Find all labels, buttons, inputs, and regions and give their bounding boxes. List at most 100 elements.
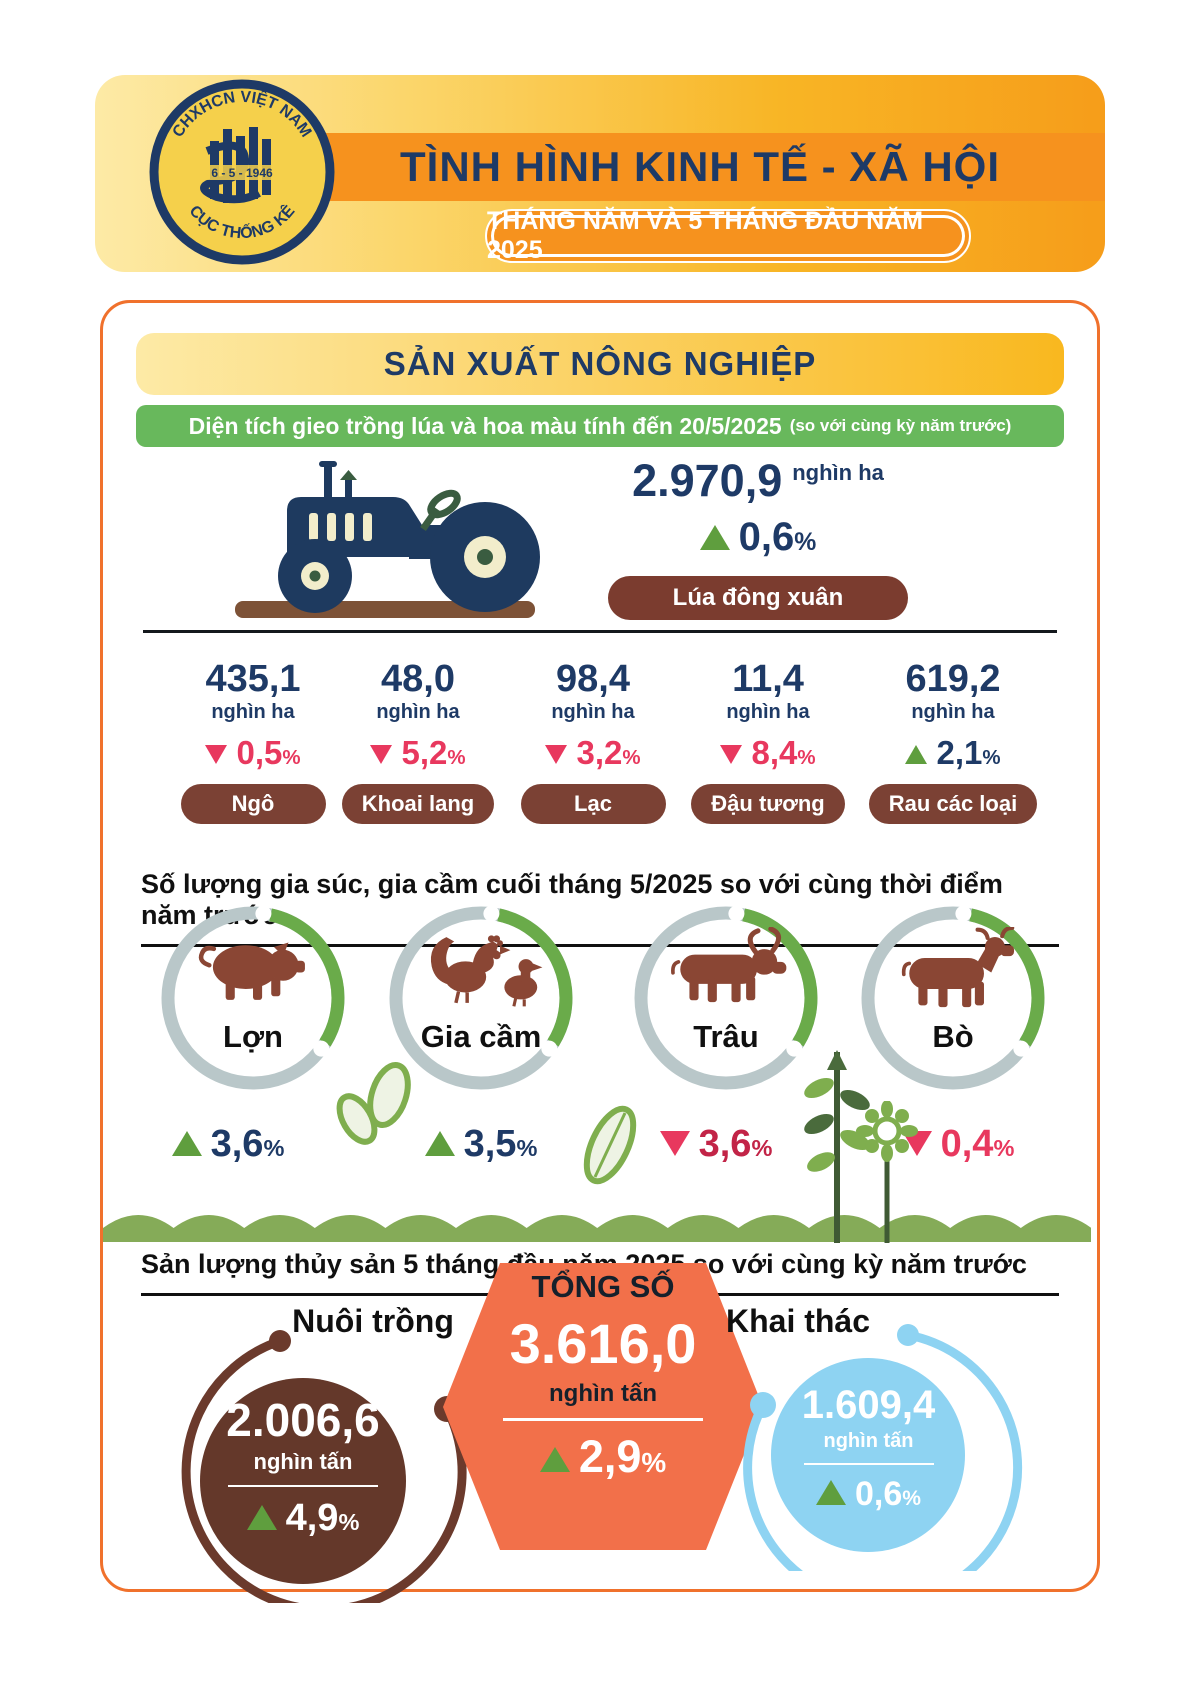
rice-change-value: 0,6 xyxy=(738,515,795,559)
section-title-bar: SẢN XUẤT NÔNG NGHIỆP xyxy=(136,333,1064,395)
down-triangle-icon xyxy=(720,745,743,764)
crop-unit: nghìn ha xyxy=(551,701,635,723)
pig-icon xyxy=(198,942,305,1000)
wave-band xyxy=(103,1215,1091,1242)
total-unit: nghìn tấn xyxy=(549,1380,657,1407)
logo-s-curve-icon xyxy=(200,141,261,204)
crop-column-dau-tuong: 11,4 nghìn ha 8,4% Đậu tương xyxy=(673,658,863,824)
divider xyxy=(503,1418,703,1421)
change-value: 0,4 xyxy=(940,1123,994,1165)
change-value: 3,6 xyxy=(698,1123,752,1165)
rice-value: 2.970,9 xyxy=(632,455,783,506)
livestock-heading: Số lượng gia súc, gia cầm cuối tháng 5/2… xyxy=(141,869,1059,947)
planting-banner-text: Diện tích gieo trồng lúa và hoa màu tính… xyxy=(188,412,782,439)
divider xyxy=(228,1485,378,1487)
livestock-cell-buffalo: Trâu xyxy=(631,903,821,1093)
rice-value-row: 2.970,9 nghìn ha xyxy=(543,455,973,507)
rice-label-badge: Lúa đông xuân xyxy=(608,576,908,620)
rice-change: 0,6% xyxy=(543,515,973,560)
crop-value: 48,0 xyxy=(381,658,455,700)
flower-icon xyxy=(856,1101,918,1243)
crop-column-ngo: 435,1 nghìn ha 0,5% Ngô xyxy=(158,658,348,824)
crop-change: 5,2 xyxy=(401,734,448,771)
aquaculture-circle xyxy=(181,1330,467,1603)
livestock-change-poultry: 3,5% xyxy=(386,1123,576,1166)
header-banner: TÌNH HÌNH KINH TẾ - XÃ HỘI xyxy=(295,133,1105,201)
percent-sign: % xyxy=(982,746,1001,769)
gso-logo-icon: CHXHCN VIỆT NAM CỤC THỐNG KÊ 6 - 5 - 194… xyxy=(149,79,335,265)
rice-stats: 2.970,9 nghìn ha 0,6% Lúa đông xuân xyxy=(543,455,973,620)
crop-unit: nghìn ha xyxy=(726,701,810,723)
aquaculture-stats: 2.006,6 nghìn tấn 4,9% xyxy=(198,1393,408,1540)
crop-badge: Lạc xyxy=(520,784,666,824)
capture-unit: nghìn tấn xyxy=(823,1430,914,1452)
aquaculture-label: Nuôi trồng xyxy=(292,1303,454,1339)
livestock-change-pig: 3,6% xyxy=(133,1123,323,1166)
livestock-label: Bò xyxy=(932,1019,974,1054)
total-stats: TỔNG SỐ 3.616,0 nghìn tấn 2,9% xyxy=(448,1269,758,1483)
period-pill: THÁNG NĂM VÀ 5 THÁNG ĐẦU NĂM 2025 xyxy=(485,207,971,264)
down-triangle-icon xyxy=(370,745,393,764)
crop-badge: Khoai lang xyxy=(341,784,495,824)
page-title: TÌNH HÌNH KINH TẾ - XÃ HỘI xyxy=(400,143,1000,190)
percent-sign: % xyxy=(641,1447,667,1478)
percent-sign: % xyxy=(282,746,301,769)
progress-ring-icon xyxy=(389,905,573,1090)
crop-badge: Ngô xyxy=(180,784,326,824)
up-triangle-icon xyxy=(539,1447,570,1472)
percent-sign: % xyxy=(338,1509,360,1535)
down-triangle-icon xyxy=(205,745,228,764)
crop-change: 0,5 xyxy=(236,734,283,771)
down-triangle-icon xyxy=(545,745,568,764)
divider xyxy=(803,1463,934,1465)
aquaculture-change: 4,9% xyxy=(198,1497,408,1540)
crop-badge: Rau các loại xyxy=(868,784,1038,824)
leaf-icon xyxy=(583,1105,637,1185)
progress-ring-icon xyxy=(634,905,818,1090)
capture-value: 1.609,4 xyxy=(801,1383,936,1427)
total-label: TỔNG SỐ xyxy=(531,1269,675,1304)
up-triangle-icon xyxy=(171,1131,202,1156)
total-hexagon xyxy=(443,1263,763,1550)
crop-unit: nghìn ha xyxy=(911,701,995,723)
progress-ring-icon xyxy=(861,905,1045,1090)
up-triangle-icon xyxy=(424,1131,455,1156)
livestock-cell-cow: Bò xyxy=(858,903,1048,1093)
crop-badge: Đậu tương xyxy=(691,784,845,824)
crop-value: 98,4 xyxy=(556,658,630,700)
capture-change: 0,6% xyxy=(786,1475,951,1514)
progress-ring-icon xyxy=(161,905,345,1090)
logo-year: 6 - 5 - 1946 xyxy=(211,166,273,180)
up-triangle-icon xyxy=(815,1480,846,1505)
percent-sign: % xyxy=(516,1135,538,1161)
aquaculture-value: 2.006,6 xyxy=(226,1394,380,1446)
crop-unit: nghìn ha xyxy=(211,701,295,723)
percent-sign: % xyxy=(751,1135,773,1161)
leaf-pair-icon xyxy=(336,1062,411,1145)
percent-sign: % xyxy=(902,1487,921,1510)
cow-icon xyxy=(901,927,1015,1008)
percent-sign: % xyxy=(993,1135,1015,1161)
percent-sign: % xyxy=(794,529,817,556)
change-value: 2,9 xyxy=(578,1431,642,1482)
percent-sign: % xyxy=(263,1135,285,1161)
livestock-label: Lợn xyxy=(223,1019,283,1054)
crop-change: 2,1 xyxy=(936,734,983,771)
poultry-icon xyxy=(430,935,543,1007)
percent-sign: % xyxy=(447,746,466,769)
crop-value: 619,2 xyxy=(905,658,1001,700)
aquaculture-unit: nghìn tấn xyxy=(253,1449,353,1474)
planting-banner-note: (so với cùng kỳ năm trước) xyxy=(789,416,1012,435)
planting-banner: Diện tích gieo trồng lúa và hoa màu tính… xyxy=(136,405,1064,447)
change-value: 0,6 xyxy=(854,1475,903,1513)
down-triangle-icon xyxy=(659,1131,690,1156)
livestock-cell-poultry: Gia cầm xyxy=(386,903,576,1093)
crop-column-rau: 619,2 nghìn ha 2,1% Rau các loại xyxy=(858,658,1048,824)
up-triangle-icon xyxy=(699,525,730,550)
crop-change: 8,4 xyxy=(751,734,798,771)
tractor-icon xyxy=(235,461,540,618)
main-panel: SẢN XUẤT NÔNG NGHIỆP Diện tích gieo trồn… xyxy=(100,300,1100,1603)
livestock-label: Trâu xyxy=(693,1019,759,1054)
plant-sprig-icon xyxy=(804,1050,870,1243)
